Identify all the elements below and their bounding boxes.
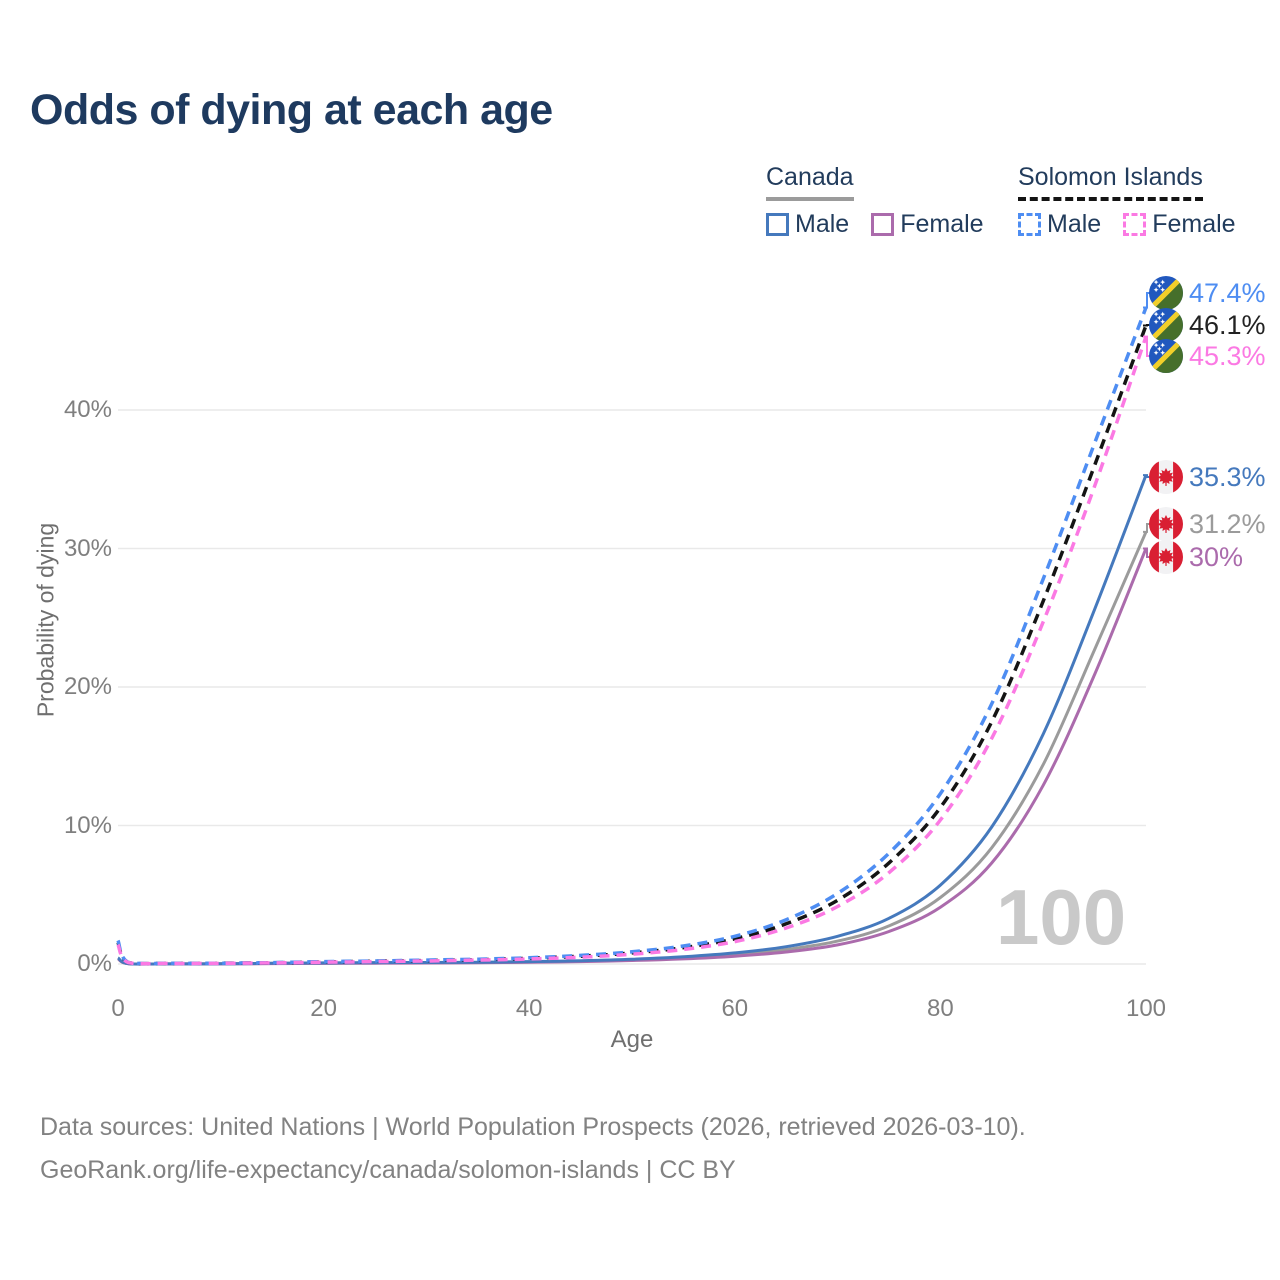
legend-label-solomon-male: Male (1047, 210, 1102, 238)
end-value-label: 45.3% (1189, 340, 1266, 371)
end-label-canada-female: 30% (1149, 540, 1243, 574)
legend-header-canada: Canada (766, 163, 854, 201)
solomon-islands-flag-icon (1149, 276, 1183, 310)
footer: Data sources: United Nations | World Pop… (40, 1106, 1026, 1192)
x-tick-label: 40 (515, 995, 543, 1022)
legend-header-solomon-islands: Solomon Islands (1018, 163, 1203, 201)
end-value-label: 35.3% (1189, 461, 1266, 492)
page-title: Odds of dying at each age (30, 86, 553, 134)
end-value-label: 31.2% (1189, 508, 1266, 539)
canada-flag-icon (1149, 460, 1183, 494)
y-tick-label: 10% (63, 811, 112, 839)
end-value-label: 30% (1189, 541, 1244, 572)
solomon-islands-flag-icon (1149, 339, 1183, 373)
footer-data-sources: Data sources: United Nations | World Pop… (40, 1113, 1026, 1141)
label-connector (1143, 474, 1150, 478)
end-label-solomon-both: 46.1% (1149, 308, 1266, 342)
y-tick-label: 20% (63, 673, 112, 700)
x-tick-label: 60 (721, 995, 749, 1022)
y-tick-label: 30% (63, 534, 112, 562)
series-line (116, 306, 1148, 966)
y-tick-label: 40% (63, 396, 112, 423)
solomon-islands-flag-icon (1149, 308, 1183, 342)
end-label-canada-both: 31.2% (1149, 507, 1266, 541)
x-tick-label: 100 (1125, 995, 1167, 1022)
series-line (117, 531, 1148, 966)
end-label-canada-male: 35.3% (1149, 460, 1266, 494)
legend-group-canada: Canada Male Female (766, 163, 984, 239)
end-label-solomon-male: 47.4% (1149, 276, 1266, 310)
canada-flag-icon (1149, 540, 1183, 574)
series-line (117, 547, 1148, 966)
label-connector (1143, 547, 1150, 558)
y-tick-label: 0% (77, 950, 112, 977)
x-axis-title: Age (610, 1026, 654, 1053)
line-chart-plot (116, 292, 1150, 966)
legend-group-solomon-islands: Solomon Islands Male Female (1018, 163, 1236, 239)
legend-label-solomon-female: Female (1152, 210, 1236, 238)
label-connector (1143, 324, 1150, 327)
legend-swatch-canada-female-icon (871, 213, 895, 236)
series-line (116, 336, 1148, 966)
label-connector (1143, 523, 1150, 533)
y-axis-title: Probability of dying (32, 522, 59, 718)
age-watermark: 100 (996, 873, 1127, 961)
legend-swatch-solomon-female-icon (1123, 213, 1147, 236)
series-line (116, 324, 1148, 966)
x-tick-label: 0 (111, 995, 125, 1022)
footer-attribution: GeoRank.org/life-expectancy/canada/solom… (40, 1156, 736, 1184)
canada-flag-icon (1149, 507, 1183, 541)
x-tick-label: 20 (310, 995, 337, 1022)
end-value-label: 46.1% (1189, 309, 1266, 340)
x-tick-label: 80 (927, 995, 954, 1022)
end-label-solomon-female: 45.3% (1149, 339, 1266, 373)
legend-label-canada-male: Male (795, 210, 850, 238)
legend-label-canada-female: Female (900, 210, 984, 238)
label-connector (1143, 292, 1150, 309)
legend-swatch-canada-male-icon (766, 213, 789, 236)
end-value-label: 47.4% (1189, 277, 1266, 308)
legend-swatch-solomon-male-icon (1018, 213, 1041, 236)
label-connector (1143, 335, 1150, 357)
